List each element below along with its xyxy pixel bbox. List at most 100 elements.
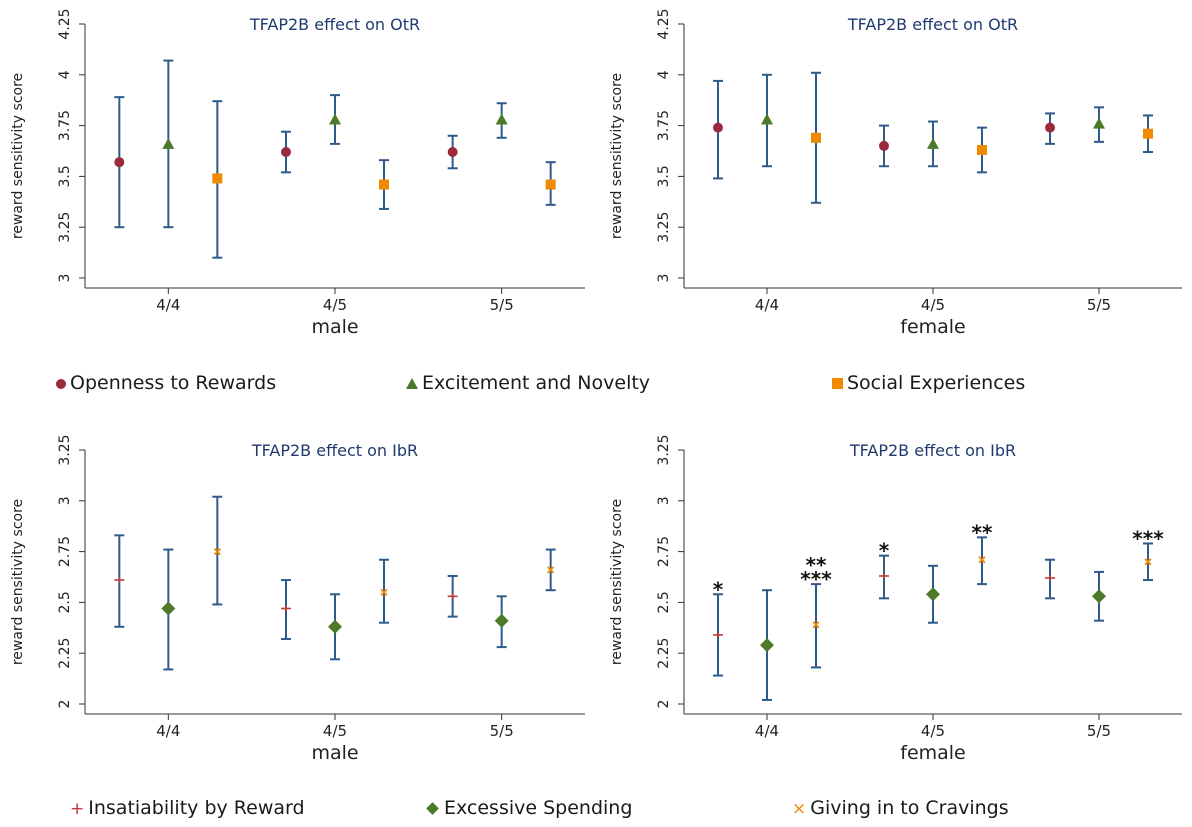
data-point [1045,122,1055,133]
data-point [978,556,986,564]
significance-marker: ** [972,520,993,544]
legend-item-excitement: Excitement and Novelty [406,372,650,394]
y-tick-label: 3.75 [57,110,73,141]
data-point [547,566,555,574]
data-point [379,179,389,190]
data-point [1092,589,1106,604]
data-point [329,113,341,125]
chart-panel-3: 2 2.25 2.5 2.75 3 3.25 reward sensitivity scor… [10,434,585,764]
triangle-marker-icon [406,378,418,389]
legend-label: Giving in to Cravings [810,797,1009,819]
y-tick-label: 2.25 [57,638,73,669]
y-tick-label: 3 [57,274,73,283]
data-point [1045,575,1055,582]
y-tick-label: 2 [656,700,672,709]
legend-item-insatiability: + Insatiability by Reward [70,797,305,819]
data-point [162,137,175,149]
legend-label: Social Experiences [847,372,1026,394]
y-tick-label: 2.5 [57,591,73,613]
x-tick-label: 4/5 [323,296,347,314]
y-tick-label: 2.75 [57,536,73,567]
x-marker-b [213,547,221,556]
significance-marker: *** [1132,526,1164,550]
x-axis-title: female [900,742,966,764]
y-tick-label: 3.5 [656,165,672,187]
chart-title: TFAP2B effect on OtR [249,15,420,34]
x-axis-title: male [311,316,358,338]
y-tick-label: 3 [57,496,73,505]
data-point [879,572,889,579]
data-point [328,619,342,634]
y-axis-title: reward sensitivity score [10,499,26,665]
y-tick-label: 4 [656,70,672,79]
x-tick-label: 5/5 [490,296,514,314]
data-point [879,140,889,151]
x-tick-label: 5/5 [1087,296,1111,314]
y-tick-label: 4 [57,70,73,79]
data-point [114,157,125,168]
data-point [281,147,291,158]
y-tick-label: 2 [57,700,73,709]
data-point [761,113,773,125]
data-point [494,613,509,628]
x-tick-label: 4/4 [156,722,180,740]
data-point [447,147,458,158]
data-point [495,113,508,125]
circle-marker-icon [56,378,66,389]
data-point [926,587,940,602]
x-tick-label: 4/5 [921,296,945,314]
y-tick-label: 3 [656,496,672,505]
y-axis-title: reward sensitivity score [609,73,625,239]
data-point [927,137,939,149]
y-tick-label: 3.25 [57,212,73,243]
y-tick-label: 3.25 [656,212,672,243]
x-marker-b [380,588,388,596]
legend-item-spending: Excessive Spending [426,797,632,819]
legend-label: Openness to Rewards [70,372,277,394]
x-tick-label: 4/5 [921,722,945,740]
y-tick-label: 3.75 [656,110,672,141]
data-point [114,577,125,584]
significance-marker: *** [800,567,832,591]
legend-item-openness: Openness to Rewards [56,372,276,394]
y-tick-label: 3 [656,274,672,283]
y-tick-label: 3.25 [656,434,672,465]
chart-title: TFAP2B effect on OtR [847,15,1018,34]
data-point [713,631,723,638]
legend-label: Excitement and Novelty [422,372,651,394]
legend-item-cravings: × Giving in to Cravings [792,797,1009,819]
legend-bottom: + Insatiability by Reward Excessive Spend… [0,797,1192,827]
data-point [281,605,291,612]
data-point [760,638,774,653]
data-point [545,179,556,190]
x-tick-label: 4/5 [323,722,347,740]
data-point [161,601,176,616]
significance-marker: * [879,539,890,563]
x-tick-label: 4/4 [755,296,779,314]
data-point [1143,128,1153,139]
data-point [213,547,221,556]
data-point [811,132,821,143]
legend-item-social: Social Experiences [832,372,1025,394]
data-point [713,122,723,133]
data-point [212,173,223,184]
x-tick-label: 5/5 [490,722,514,740]
y-tick-label: 2.5 [656,591,672,613]
chart-title: TFAP2B effect on IbR [849,441,1016,460]
x-marker-b [1144,558,1152,566]
data-point [812,621,820,629]
y-axis-title: reward sensitivity score [609,499,625,665]
y-tick-label: 4.25 [57,8,73,39]
diamond-marker-icon [426,802,439,815]
chart-title: TFAP2B effect on IbR [251,441,418,460]
legend-label: Insatiability by Reward [88,797,305,819]
plus-marker-icon: + [70,798,85,819]
chart-panel-4: 2 2.25 2.5 2.75 3 3.25 reward sensitivity scor… [609,434,1182,764]
x-marker-icon: × [792,798,807,819]
x-tick-label: 4/4 [156,296,180,314]
x-marker-b [978,556,986,564]
significance-marker: ** [806,553,827,577]
x-axis-title: female [900,316,966,338]
y-tick-label: 2.25 [656,638,672,669]
